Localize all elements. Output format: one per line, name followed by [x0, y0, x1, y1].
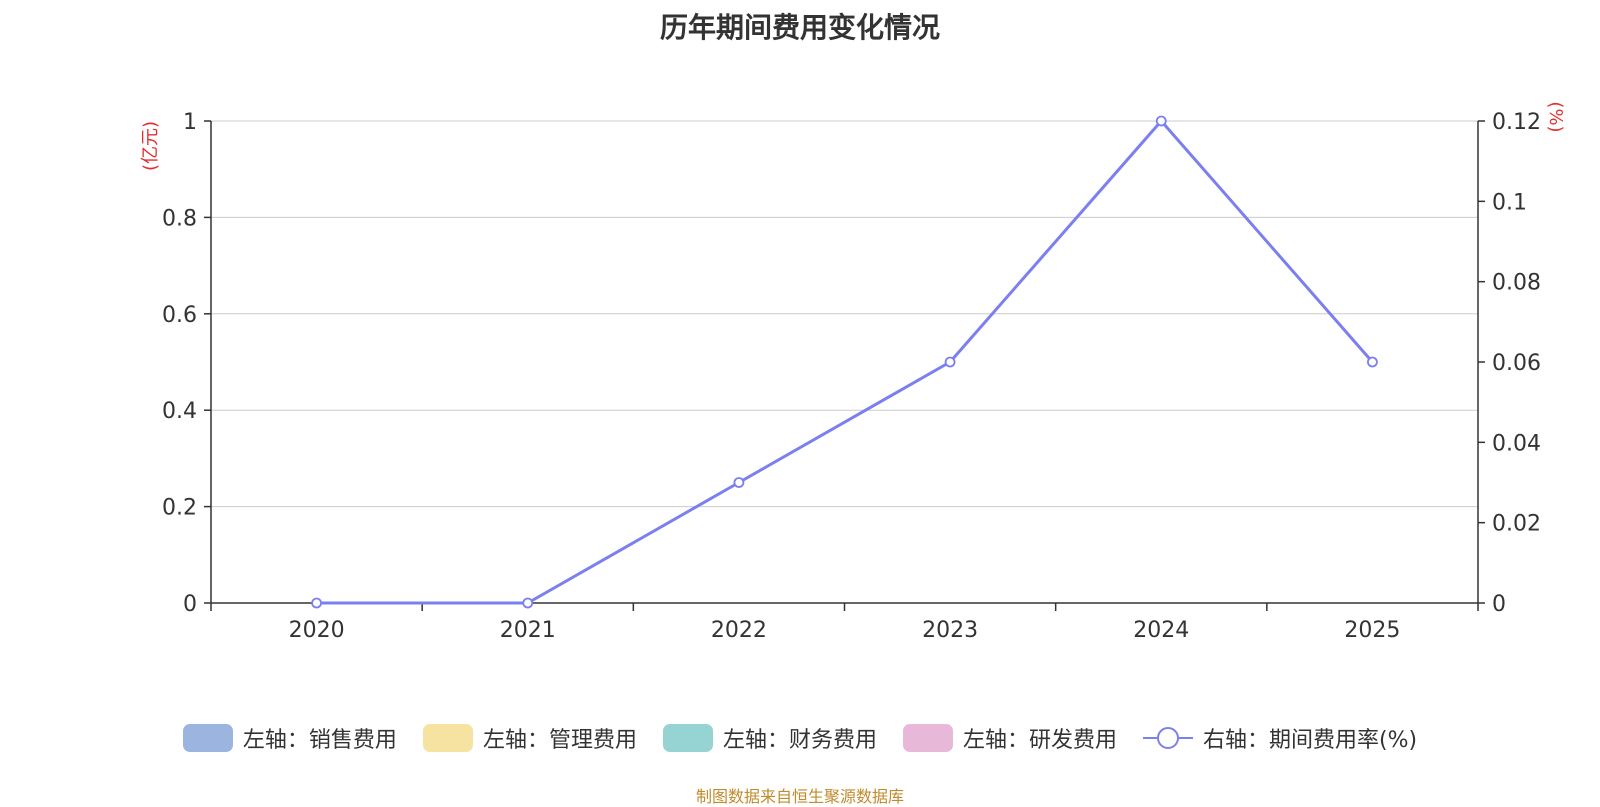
legend-label-sales: 左轴：销售费用: [242, 728, 397, 753]
chart-title: 历年期间费用变化情况: [659, 11, 940, 44]
right-tick-label: 0: [1492, 592, 1506, 617]
left-tick-label: 0.2: [162, 496, 197, 521]
right-tick-label: 0.12: [1492, 110, 1541, 135]
expense-ratio-point: [733, 477, 745, 488]
legend-label-finance: 左轴：财务费用: [722, 728, 877, 753]
legend-line-marker-icon: [1142, 727, 1193, 749]
right-axis-unit-label: (%): [1545, 101, 1566, 132]
x-tick-label: 2024: [1133, 618, 1189, 643]
left-tick-label: 0.4: [162, 399, 197, 424]
legend-label-expense-ratio: 右轴：期间费用率(%): [1202, 728, 1418, 753]
legend-label-admin: 左轴：管理费用: [482, 728, 637, 753]
left-tick-label: 0.6: [162, 303, 197, 328]
right-tick-label: 0.08: [1492, 271, 1541, 296]
x-tick-label: 2025: [1344, 618, 1400, 643]
expense-ratio-point: [944, 356, 956, 368]
legend-label-rd: 左轴：研发费用: [962, 728, 1117, 753]
legend: 左轴：销售费用 左轴：管理费用 左轴：财务费用 左轴：研发费用 右轴：期间费用率…: [0, 722, 1600, 754]
left-tick-label: 0: [183, 592, 197, 617]
expense-ratio-line: [316, 119, 1374, 605]
right-tick-label: 0.02: [1492, 512, 1541, 537]
legend-item-finance[interactable]: 左轴：财务费用: [662, 722, 877, 754]
expense-ratio-point: [1367, 356, 1378, 368]
x-tick-label: 2020: [289, 618, 345, 643]
legend-swatch-finance: [662, 724, 713, 752]
right-tick-label: 0.1: [1492, 190, 1527, 215]
right-tick-label: 0.04: [1492, 431, 1541, 456]
legend-swatch-admin: [422, 724, 473, 752]
legend-item-expense-ratio[interactable]: 右轴：期间费用率(%): [1142, 722, 1418, 754]
left-axis-unit-label: (亿元): [140, 121, 161, 171]
legend-item-admin[interactable]: 左轴：管理费用: [422, 722, 637, 754]
right-tick-label: 0.06: [1492, 351, 1541, 376]
expense-ratio-point: [311, 597, 322, 609]
source-note: 制图数据来自恒生聚源数据库: [695, 787, 904, 806]
left-tick-label: 0.8: [162, 206, 197, 231]
expense-ratio-point: [1155, 115, 1167, 127]
legend-swatch-sales: [182, 724, 233, 752]
x-tick-label: 2023: [922, 618, 978, 643]
legend-item-rd[interactable]: 左轴：研发费用: [902, 722, 1117, 754]
x-tick-label: 2022: [711, 618, 767, 643]
expense-ratio-point: [522, 597, 534, 609]
legend-swatch-rd: [902, 724, 953, 752]
left-tick-label: 1: [183, 110, 197, 135]
x-tick-label: 2021: [500, 618, 556, 643]
legend-item-sales[interactable]: 左轴：销售费用: [182, 722, 397, 754]
